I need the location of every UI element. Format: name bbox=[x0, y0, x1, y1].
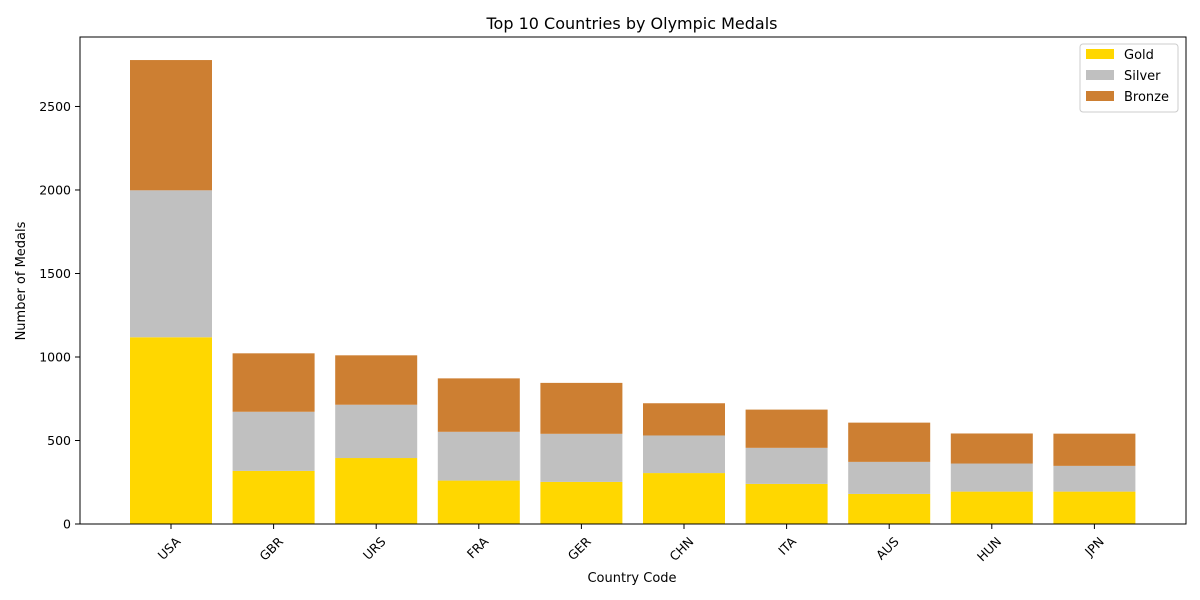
chart-title: Top 10 Countries by Olympic Medals bbox=[485, 14, 777, 33]
x-axis-label: Country Code bbox=[587, 571, 676, 586]
bar-bronze-aus bbox=[848, 422, 931, 462]
x-tick-label: ITA bbox=[775, 534, 799, 558]
bar-bronze-fra bbox=[437, 378, 520, 432]
x-tick-label: HUN bbox=[974, 534, 1004, 564]
legend: Gold Silver Bronze bbox=[1079, 43, 1179, 113]
bar-silver-usa bbox=[130, 190, 212, 338]
x-tick-label: GBR bbox=[256, 534, 286, 564]
legend-label-bronze: Bronze bbox=[1124, 90, 1169, 105]
bar-bronze-chn bbox=[643, 403, 725, 436]
bar-gold-aus bbox=[848, 493, 931, 524]
bar-bronze-urs bbox=[335, 355, 418, 405]
bar-bronze-ger bbox=[540, 382, 623, 434]
x-tick-label: URS bbox=[360, 534, 389, 563]
bar-silver-hun bbox=[950, 463, 1033, 492]
bar-gold-chn bbox=[643, 473, 725, 524]
bar-bronze-usa bbox=[130, 60, 212, 191]
bar-gold-hun bbox=[950, 491, 1033, 524]
bar-silver-ita bbox=[745, 447, 828, 484]
y-tick-label: 2500 bbox=[39, 99, 71, 114]
bar-gold-usa bbox=[130, 337, 212, 524]
bar-silver-jpn bbox=[1053, 465, 1136, 492]
y-tick-label: 500 bbox=[47, 433, 71, 448]
bar-silver-aus bbox=[848, 461, 931, 494]
bar-silver-urs bbox=[335, 404, 418, 459]
bar-bronze-hun bbox=[950, 433, 1033, 464]
bar-bronze-gbr bbox=[232, 353, 315, 412]
y-tick-label: 2000 bbox=[39, 182, 71, 197]
y-axis: 0 500 1000 1500 2000 2500 bbox=[39, 99, 80, 532]
legend-swatch-gold bbox=[1086, 49, 1114, 59]
legend-swatch-silver bbox=[1086, 70, 1114, 80]
bar-silver-chn bbox=[643, 435, 725, 474]
y-tick-label: 0 bbox=[63, 517, 71, 532]
bar-silver-fra bbox=[437, 431, 520, 481]
x-tick-label: FRA bbox=[464, 534, 492, 562]
bar-bronze-ita bbox=[745, 409, 828, 448]
x-tick-label: AUS bbox=[873, 534, 902, 563]
x-tick-label: USA bbox=[155, 534, 184, 563]
legend-label-silver: Silver bbox=[1124, 69, 1161, 84]
y-axis-label: Number of Medals bbox=[14, 221, 29, 340]
x-tick-label: GER bbox=[565, 534, 594, 563]
x-tick-label: CHN bbox=[666, 534, 696, 564]
plot-frame bbox=[79, 36, 1187, 525]
bars-layer bbox=[130, 60, 1136, 524]
bar-bronze-jpn bbox=[1053, 433, 1136, 466]
x-axis: USA GBR URS FRA GER CHN ITA AUS HUN JPN bbox=[155, 524, 1107, 564]
bar-gold-urs bbox=[335, 458, 418, 524]
bar-gold-jpn bbox=[1053, 491, 1136, 524]
bar-gold-fra bbox=[437, 480, 520, 524]
bar-silver-gbr bbox=[232, 411, 315, 471]
bar-gold-gbr bbox=[232, 470, 315, 524]
legend-label-gold: Gold bbox=[1124, 48, 1154, 63]
x-tick-label: JPN bbox=[1081, 534, 1107, 560]
bar-gold-ita bbox=[745, 483, 828, 524]
legend-swatch-bronze bbox=[1086, 91, 1114, 101]
y-tick-label: 1000 bbox=[39, 349, 71, 364]
bar-gold-ger bbox=[540, 481, 623, 524]
y-tick-label: 1500 bbox=[39, 266, 71, 281]
bar-silver-ger bbox=[540, 433, 623, 482]
